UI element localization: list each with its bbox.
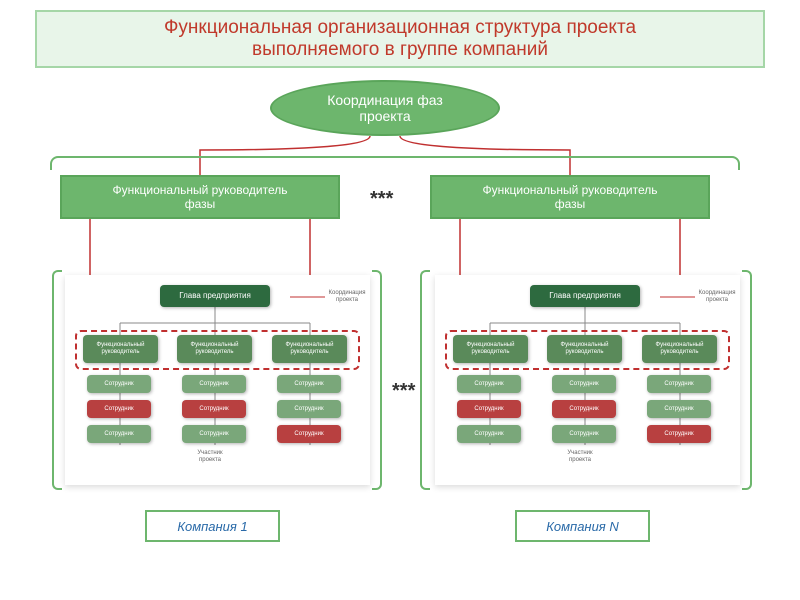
bracket-top bbox=[50, 156, 740, 170]
oc2-e31: Сотрудник bbox=[647, 375, 711, 393]
company-right: Компания N bbox=[515, 510, 650, 542]
oc2-e13: Сотрудник bbox=[457, 425, 521, 443]
oc2-mgr-2: Функциональный руководитель bbox=[547, 335, 622, 363]
orgchart-right: Глава предприятия Координация проекта Фу… bbox=[435, 275, 740, 485]
oc-e33: Сотрудник bbox=[277, 425, 341, 443]
phase-leader-left: Функциональный руководитель фазы bbox=[60, 175, 340, 219]
stars-top: *** bbox=[370, 188, 393, 211]
oc-e11: Сотрудник bbox=[87, 375, 151, 393]
phase-leader-right: Функциональный руководитель фазы bbox=[430, 175, 710, 219]
phase-leader-right-text: Функциональный руководитель фазы bbox=[483, 183, 658, 211]
oc2-e33: Сотрудник bbox=[647, 425, 711, 443]
bracket-left-r bbox=[372, 270, 382, 490]
oc-coord-note: Координация проекта bbox=[325, 290, 369, 303]
bracket-right-l bbox=[420, 270, 430, 490]
oc-e12: Сотрудник bbox=[87, 400, 151, 418]
oc2-e32: Сотрудник bbox=[647, 400, 711, 418]
company-left: Компания 1 bbox=[145, 510, 280, 542]
company-left-text: Компания 1 bbox=[177, 519, 247, 534]
oc-part-note: Участник проекта bbox=[180, 450, 240, 463]
bracket-left-l bbox=[52, 270, 62, 490]
oc2-e23: Сотрудник bbox=[552, 425, 616, 443]
oc-e32: Сотрудник bbox=[277, 400, 341, 418]
oc-head: Глава предприятия bbox=[160, 285, 270, 307]
oc2-e21: Сотрудник bbox=[552, 375, 616, 393]
oc-mgr-1: Функциональный руководитель bbox=[83, 335, 158, 363]
oc-e23: Сотрудник bbox=[182, 425, 246, 443]
oc-e22: Сотрудник bbox=[182, 400, 246, 418]
stars-mid: *** bbox=[392, 380, 415, 403]
oc2-e22: Сотрудник bbox=[552, 400, 616, 418]
bracket-right-r bbox=[742, 270, 752, 490]
coordination-text: Координация фаз проекта bbox=[327, 92, 443, 124]
coordination-ellipse: Координация фаз проекта bbox=[270, 80, 500, 136]
oc-mgr-2: Функциональный руководитель bbox=[177, 335, 252, 363]
oc-mgr-3: Функциональный руководитель bbox=[272, 335, 347, 363]
phase-leader-left-text: Функциональный руководитель фазы bbox=[113, 183, 288, 211]
oc-e13: Сотрудник bbox=[87, 425, 151, 443]
oc2-e11: Сотрудник bbox=[457, 375, 521, 393]
main-title-text: Функциональная организационная структура… bbox=[164, 17, 636, 61]
oc2-mgr-1: Функциональный руководитель bbox=[453, 335, 528, 363]
oc-e31: Сотрудник bbox=[277, 375, 341, 393]
oc2-head: Глава предприятия bbox=[530, 285, 640, 307]
oc2-e12: Сотрудник bbox=[457, 400, 521, 418]
oc2-mgr-3: Функциональный руководитель bbox=[642, 335, 717, 363]
company-right-text: Компания N bbox=[546, 519, 619, 534]
orgchart-left: Глава предприятия Координация проекта Фу… bbox=[65, 275, 370, 485]
main-title: Функциональная организационная структура… bbox=[35, 10, 765, 68]
oc2-part-note: Участник проекта bbox=[550, 450, 610, 463]
oc-e21: Сотрудник bbox=[182, 375, 246, 393]
oc2-coord-note: Координация проекта bbox=[695, 290, 739, 303]
